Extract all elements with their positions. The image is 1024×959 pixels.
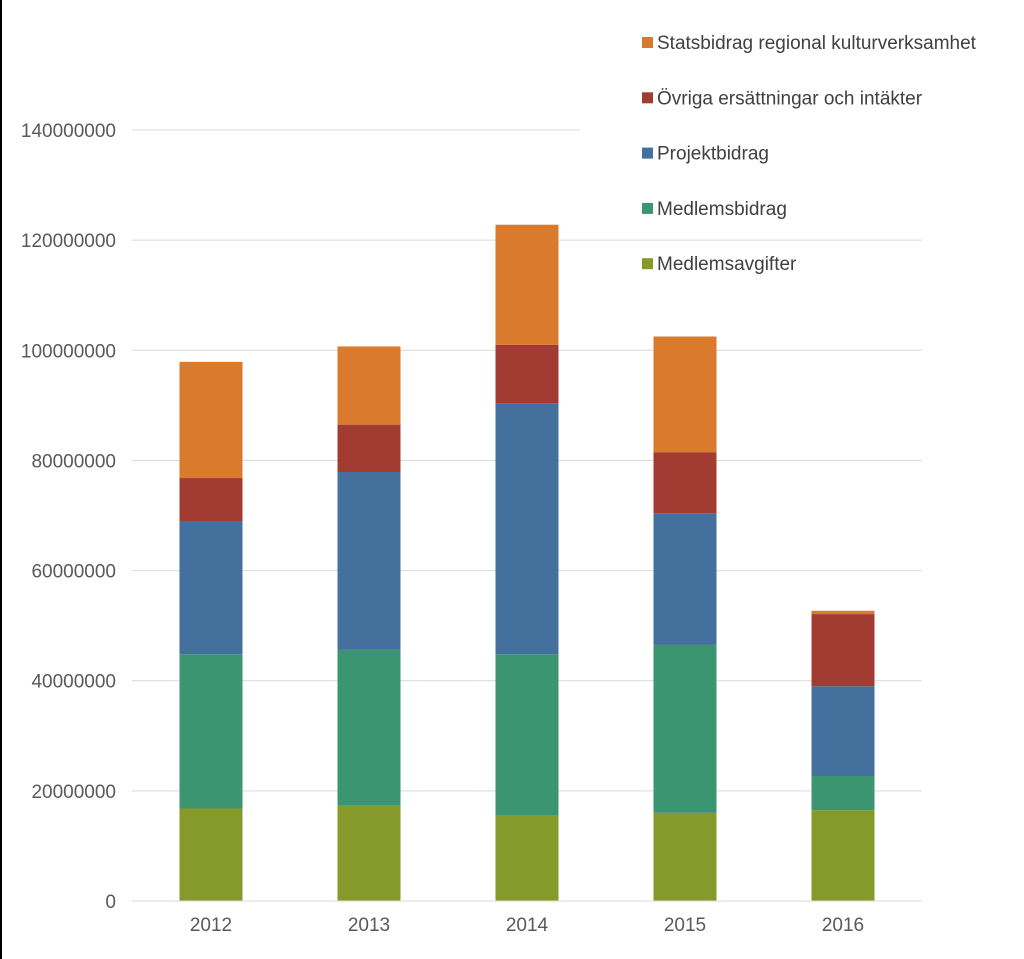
x-tick-label: 2016 bbox=[822, 915, 864, 936]
legend-swatch bbox=[642, 202, 653, 214]
y-tick-label: 100000000 bbox=[21, 341, 116, 362]
bar-segment bbox=[653, 644, 717, 813]
bar-segment bbox=[811, 810, 875, 901]
legend-label: Medlemsavgifter bbox=[657, 254, 797, 275]
bar-segment bbox=[811, 686, 875, 776]
y-tick-label: 140000000 bbox=[21, 121, 116, 142]
bar-segment bbox=[337, 649, 401, 806]
legend-label: Medlemsbidrag bbox=[657, 199, 787, 220]
legend-swatch bbox=[642, 258, 653, 270]
bar-segment bbox=[337, 471, 401, 650]
bar-segment bbox=[811, 610, 875, 615]
bar-segment bbox=[337, 805, 401, 901]
y-tick-label: 60000000 bbox=[31, 562, 116, 583]
bar-segment bbox=[653, 452, 717, 514]
legend: Statsbidrag regional kulturverksamhet Övr… bbox=[642, 33, 977, 275]
legend-swatch bbox=[642, 92, 653, 104]
bar-segment bbox=[811, 614, 875, 687]
y-tick-label: 120000000 bbox=[21, 231, 116, 252]
bar-segment bbox=[495, 224, 559, 345]
bar-segment bbox=[653, 513, 717, 645]
bar-segment bbox=[179, 654, 243, 809]
legend-swatch bbox=[642, 37, 653, 48]
bar-segment bbox=[179, 478, 243, 522]
bar-segment bbox=[337, 346, 401, 425]
bar-segment bbox=[337, 424, 401, 472]
bar-segment bbox=[179, 521, 243, 655]
x-tick-label: 2013 bbox=[348, 915, 390, 936]
legend-label: Övriga ersättningar och intäkter bbox=[657, 88, 923, 109]
y-tick-label: 0 bbox=[105, 892, 116, 913]
bar-segment bbox=[179, 808, 243, 901]
legend-label: Projektbidrag bbox=[657, 144, 769, 165]
legend-label: Statsbidrag regional kulturverksamhet bbox=[657, 33, 977, 54]
bar-segment bbox=[179, 361, 243, 479]
bar-segment bbox=[495, 344, 559, 404]
x-tick-label: 2015 bbox=[664, 915, 706, 936]
bar-segment bbox=[653, 812, 717, 901]
bar-segment bbox=[495, 403, 559, 655]
legend-swatch bbox=[642, 147, 653, 159]
x-tick-label: 2014 bbox=[506, 915, 549, 936]
x-tick-label: 2012 bbox=[190, 915, 232, 936]
bar-segment bbox=[653, 336, 717, 453]
axes: 0 20000000 40000000 60000000 80000000 1000000… bbox=[21, 121, 922, 936]
y-tick-label: 40000000 bbox=[31, 672, 116, 693]
bar-segment bbox=[495, 815, 559, 901]
bars bbox=[179, 224, 875, 901]
y-tick-label: 80000000 bbox=[31, 451, 116, 472]
bar-segment bbox=[495, 654, 559, 816]
y-tick-label: 20000000 bbox=[31, 782, 116, 803]
bar-segment bbox=[811, 775, 875, 811]
